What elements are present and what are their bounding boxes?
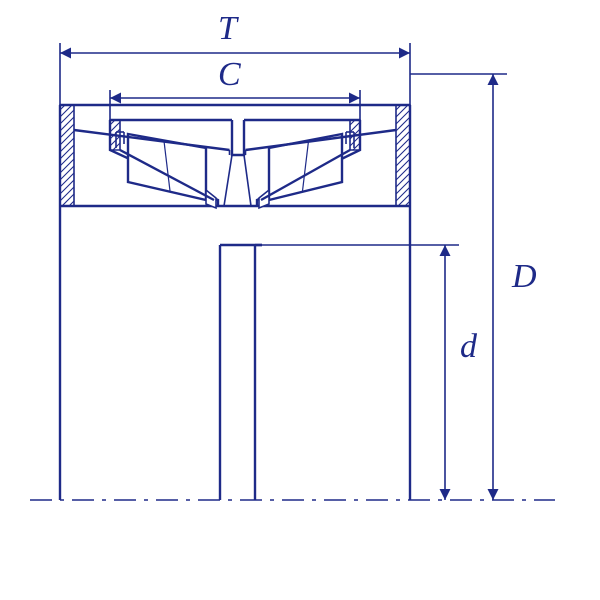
bearing-diagram: T C D d: [0, 0, 600, 600]
dim-label-D: D: [512, 260, 537, 294]
dim-label-d: d: [460, 330, 477, 364]
diagram-svg: [0, 0, 600, 600]
dim-label-C: C: [218, 58, 241, 92]
dim-label-T: T: [218, 12, 237, 46]
